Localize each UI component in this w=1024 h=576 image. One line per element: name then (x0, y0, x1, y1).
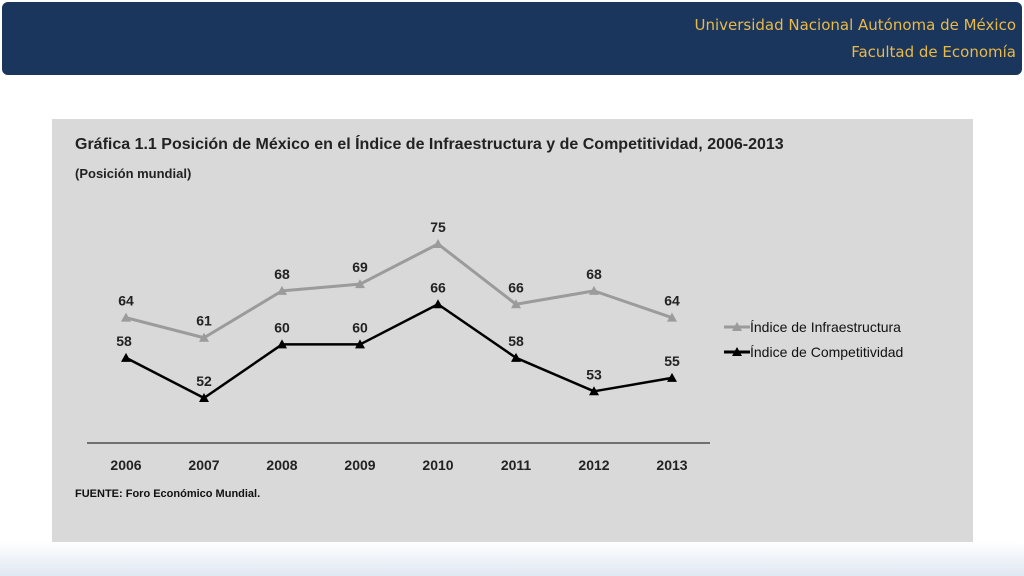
x-tick-label: 2006 (110, 457, 141, 473)
data-label: 58 (116, 333, 132, 349)
plot-area: 2006 2007 2008 2009 2010 2011 2012 2013 64 61 68 69… (110, 219, 687, 473)
data-label: 66 (508, 279, 524, 295)
data-label: 52 (196, 373, 212, 389)
legend-swatch-marker (732, 347, 742, 356)
legend: Índice de Infraestructura Índice de Compe… (724, 319, 903, 360)
data-point-marker (511, 352, 521, 362)
legend-label: Índice de Competitividad (750, 344, 903, 360)
data-point-marker (667, 312, 677, 322)
data-point-marker (433, 299, 443, 309)
data-point-marker (589, 285, 599, 295)
data-point-marker (511, 299, 521, 309)
x-tick-label: 2008 (266, 457, 297, 473)
university-name: Universidad Nacional Autónoma de México (694, 16, 1016, 34)
data-point-marker (121, 312, 131, 322)
data-label: 68 (274, 266, 290, 282)
x-tick-label: 2010 (422, 457, 453, 473)
header-bar: Universidad Nacional Autónoma de México … (2, 2, 1022, 75)
data-point-marker (277, 339, 287, 349)
data-label: 64 (664, 293, 680, 309)
legend-label: Índice de Infraestructura (750, 319, 901, 335)
data-label: 68 (586, 266, 602, 282)
data-point-marker (589, 386, 599, 396)
x-tick-label: 2011 (501, 457, 532, 473)
data-label: 60 (352, 319, 368, 335)
data-label: 64 (118, 293, 134, 309)
x-tick-label: 2009 (344, 457, 375, 473)
data-point-marker (433, 239, 443, 248)
x-tick-label: 2012 (578, 457, 609, 473)
chart-title: Gráfica 1.1 Posición de México en el Índ… (75, 134, 784, 153)
legend-swatch-marker (732, 322, 742, 331)
data-point-marker (199, 332, 209, 342)
data-label: 60 (274, 319, 290, 335)
line-chart: Gráfica 1.1 Posición de México en el Índ… (75, 134, 903, 500)
chart-subtitle: (Posición mundial) (75, 166, 191, 181)
data-point-marker (121, 352, 131, 362)
data-point-marker (199, 393, 209, 402)
data-label: 66 (430, 279, 446, 295)
data-label: 55 (664, 353, 680, 369)
footer-gradient (0, 542, 1024, 576)
data-point-marker (355, 279, 365, 289)
data-label: 58 (508, 333, 524, 349)
data-point-marker (355, 339, 365, 349)
series-line (125, 303, 673, 400)
data-label: 53 (586, 366, 602, 382)
data-point-marker (277, 285, 287, 295)
x-tick-label: 2007 (188, 457, 219, 473)
chart-source: FUENTE: Foro Económico Mundial. (75, 488, 260, 500)
data-label: 69 (352, 259, 368, 275)
chart-panel: Gráfica 1.1 Posición de México en el Índ… (52, 119, 973, 542)
x-tick-label: 2013 (656, 457, 687, 473)
series-line (125, 242, 673, 340)
data-label: 61 (196, 313, 212, 329)
faculty-name: Facultad de Economía (851, 43, 1016, 61)
data-label: 75 (430, 219, 446, 235)
data-point-marker (667, 372, 677, 382)
